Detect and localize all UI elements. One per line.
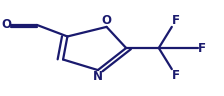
Text: F: F [172, 14, 180, 27]
Text: O: O [1, 18, 11, 31]
Text: F: F [198, 41, 206, 55]
Text: O: O [101, 14, 112, 27]
Text: N: N [93, 70, 103, 83]
Text: F: F [172, 69, 180, 82]
